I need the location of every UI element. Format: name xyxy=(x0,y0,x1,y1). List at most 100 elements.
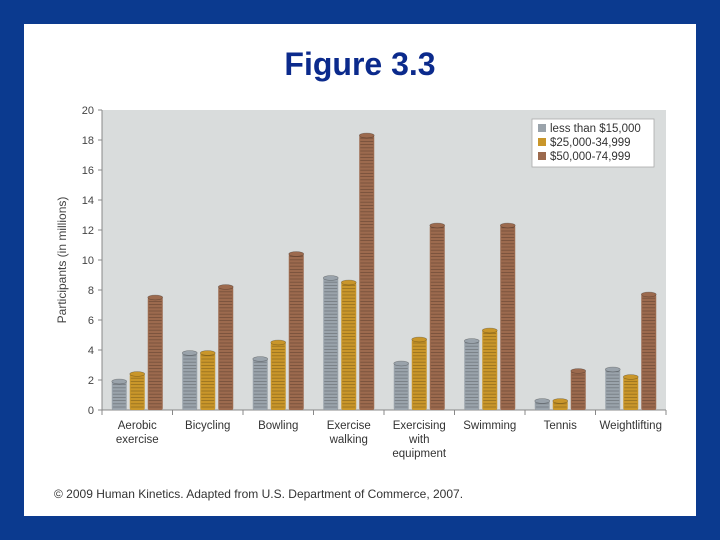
coin-top xyxy=(463,338,480,344)
bar xyxy=(270,339,287,410)
x-tick-label: Swimming xyxy=(463,420,516,432)
bar-body xyxy=(111,381,127,410)
coin-top xyxy=(111,378,128,385)
coin-top xyxy=(499,222,516,229)
bar xyxy=(358,132,375,410)
y-tick-label: 2 xyxy=(88,375,94,387)
bar-chart: 0 2 4 6 8 10 12 14 16 18 20 Aerobic exercise Bicycli… xyxy=(55,105,667,460)
x-tick-label: Tennis xyxy=(544,420,577,432)
bar-body xyxy=(147,297,163,410)
bar xyxy=(552,398,569,410)
bar xyxy=(199,350,216,410)
x-tick-label-line: exercise xyxy=(116,434,159,446)
y-tick-label: 6 xyxy=(88,315,94,327)
bar-body xyxy=(500,225,516,410)
bar-body xyxy=(270,342,286,410)
bar-body xyxy=(482,330,498,410)
x-tick-label: Bicycling xyxy=(185,420,230,432)
x-tick-label: Bowling xyxy=(258,420,298,432)
bar-body xyxy=(570,371,586,410)
coin-top xyxy=(129,371,146,377)
coin-top xyxy=(640,291,657,298)
x-tick-label-line: Tennis xyxy=(544,420,577,432)
coin-top xyxy=(288,251,305,257)
bar-body xyxy=(411,339,427,410)
bar xyxy=(481,327,498,410)
y-tick-label: 0 xyxy=(88,405,94,417)
bar xyxy=(604,366,621,410)
legend-label: $25,000-34,999 xyxy=(550,137,631,149)
x-tick-label: Aerobic exercise xyxy=(116,420,159,446)
coin-top xyxy=(252,356,269,362)
bar-body xyxy=(393,363,409,410)
bar-body xyxy=(129,374,145,410)
y-tick-label: 8 xyxy=(88,285,94,297)
x-tick-label-line: Swimming xyxy=(463,420,516,432)
slide: Figure 3.3 0 2 4 6 8 10 12 14 16 18 20 Aerobic exer… xyxy=(24,24,696,516)
legend-label: $50,000-74,999 xyxy=(550,151,631,163)
coin-top xyxy=(199,350,216,356)
coin-top xyxy=(622,374,639,380)
legend-swatch xyxy=(538,152,546,160)
bar-body xyxy=(218,287,234,410)
bar-body xyxy=(605,369,621,410)
bar xyxy=(288,251,305,410)
copyright-credit: © 2009 Human Kinetics. Adapted from U.S.… xyxy=(54,487,464,501)
bar xyxy=(429,222,446,410)
y-tick-label: 18 xyxy=(82,135,94,147)
y-tick-label: 4 xyxy=(88,345,94,357)
coin-top xyxy=(570,368,587,374)
legend-label: less than $15,000 xyxy=(550,123,641,135)
x-tick-label: Exercise walking xyxy=(327,420,371,446)
bar-body xyxy=(182,353,198,410)
y-tick-label: 10 xyxy=(82,255,94,267)
bar xyxy=(463,338,480,410)
bar xyxy=(322,275,339,410)
bar-body xyxy=(288,254,304,410)
bar-body xyxy=(552,401,568,410)
x-axis: Aerobic exercise Bicycling Bowling Exercise w… xyxy=(101,409,667,460)
bar xyxy=(534,398,551,410)
bar xyxy=(181,350,198,410)
bar-body xyxy=(534,401,550,410)
coin-top xyxy=(534,398,551,404)
bar xyxy=(217,284,234,410)
bar xyxy=(393,360,410,410)
coin-top xyxy=(181,350,198,356)
x-tick-label: Weightlifting xyxy=(600,420,662,432)
coin-top xyxy=(411,336,428,343)
coin-top xyxy=(481,327,498,334)
bar-body xyxy=(200,353,216,410)
bar xyxy=(129,371,146,410)
coin-top xyxy=(393,360,410,367)
legend-swatch xyxy=(538,124,546,132)
y-tick-label: 12 xyxy=(82,225,94,237)
y-axis-label: Participants (in millions) xyxy=(55,197,69,324)
legend-box xyxy=(531,118,655,168)
bar xyxy=(499,222,516,410)
bar-body xyxy=(252,359,268,410)
coin-top xyxy=(217,284,234,290)
legend: less than $15,000 $25,000-34,999 $50,000-7… xyxy=(531,118,655,168)
coin-top xyxy=(604,366,621,373)
y-tick-label: 16 xyxy=(82,165,94,177)
legend-swatch xyxy=(538,138,546,146)
bar xyxy=(111,378,128,410)
bar xyxy=(147,294,164,410)
y-tick-label: 14 xyxy=(82,195,94,207)
bar xyxy=(622,374,639,410)
y-axis: 0 2 4 6 8 10 12 14 16 18 20 xyxy=(82,105,103,417)
slide-title: Figure 3.3 xyxy=(284,46,436,82)
x-tick-label-line: Exercise xyxy=(327,420,371,432)
bar xyxy=(411,336,428,410)
coin-top xyxy=(340,279,357,286)
x-tick-label-line: Exercising xyxy=(393,420,446,432)
x-tick-label-line: walking xyxy=(329,434,368,446)
x-tick-label-line: Aerobic xyxy=(118,420,157,432)
coin-top xyxy=(147,294,164,301)
x-tick-label-line: Bowling xyxy=(258,420,298,432)
x-tick-label-line: with xyxy=(408,434,429,446)
bar xyxy=(570,368,587,410)
x-tick-label-line: equipment xyxy=(392,448,447,460)
bar-body xyxy=(464,341,480,410)
